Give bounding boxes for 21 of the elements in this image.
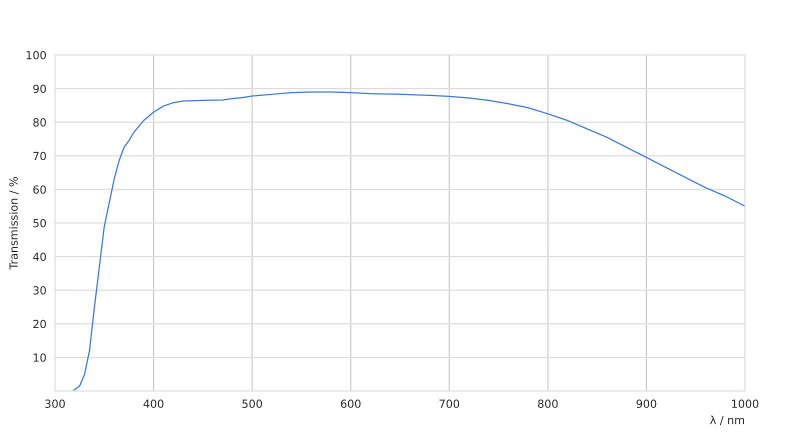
y-tick-label: 50: [33, 218, 46, 228]
x-tick-label: 700: [440, 400, 460, 408]
y-tick-label: 100: [26, 50, 46, 60]
y-tick-label: 30: [33, 286, 46, 295]
x-tick-label: 300: [45, 400, 65, 408]
y-tick-label: 70: [33, 152, 46, 160]
x-tick-label: 1000: [732, 400, 758, 408]
x-tick-label: 800: [538, 400, 558, 408]
y-tick-label: 60: [33, 185, 46, 194]
x-tick-label: 900: [636, 400, 656, 408]
y-tick-label: 10: [34, 353, 46, 362]
line-series: [72, 91, 745, 391]
x-tick-label: 500: [242, 400, 262, 408]
x-tick-label: 600: [340, 400, 361, 408]
x-axis-title: λ / nm: [710, 416, 744, 426]
x-tick-label: 400: [144, 400, 164, 408]
y-tick-label: 20: [33, 320, 46, 328]
y-tick-label: 90: [33, 84, 46, 93]
y-tick-label: 80: [33, 118, 46, 127]
y-tick-label: 40: [33, 252, 46, 261]
y-axis-title: Transmission / %: [9, 177, 19, 270]
